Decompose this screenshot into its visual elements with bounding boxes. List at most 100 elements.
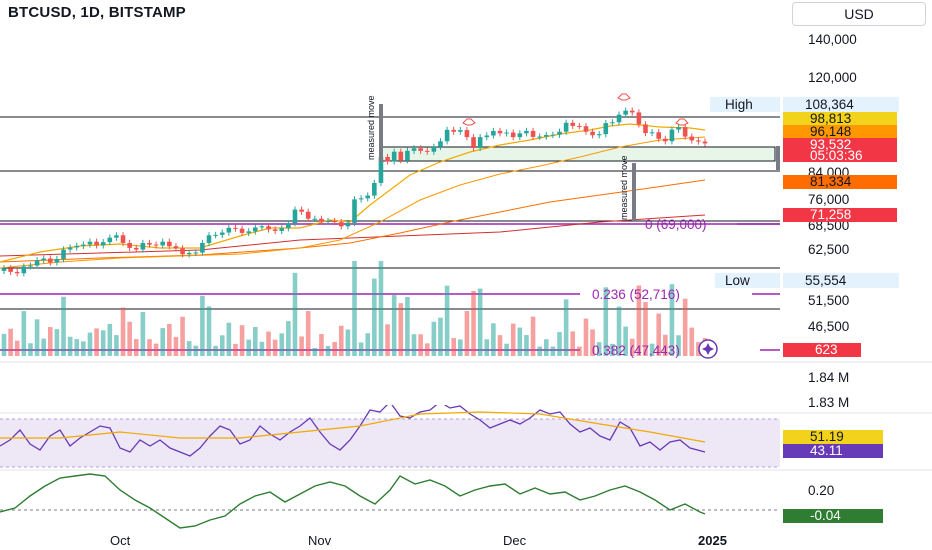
candle-body[interactable] — [332, 220, 337, 223]
candle-body[interactable] — [61, 249, 66, 259]
candle-body[interactable] — [629, 110, 635, 113]
time-axis[interactable]: Oct Nov Dec 2025 — [110, 533, 727, 548]
candle-body[interactable] — [14, 271, 20, 274]
candle-body[interactable] — [643, 124, 648, 134]
candle-body[interactable] — [603, 123, 609, 135]
currency-button[interactable]: USD — [792, 2, 926, 26]
candle-body[interactable] — [100, 242, 106, 246]
candle-body[interactable] — [180, 248, 185, 255]
candle-body[interactable] — [537, 136, 542, 138]
candle-body[interactable] — [352, 199, 357, 223]
candle-body[interactable] — [557, 131, 562, 135]
candle-body[interactable] — [477, 137, 483, 148]
candle-body[interactable] — [213, 234, 218, 236]
candle-body[interactable] — [114, 235, 119, 238]
candle-body[interactable] — [358, 198, 364, 200]
candle-body[interactable] — [596, 134, 602, 136]
candle-body[interactable] — [702, 141, 708, 144]
candle-body[interactable] — [385, 156, 390, 162]
candle-body[interactable] — [484, 135, 490, 138]
candle-body[interactable] — [206, 235, 212, 243]
candle-body[interactable] — [200, 242, 205, 253]
horizontal-levels[interactable] — [0, 116, 780, 310]
candle-body[interactable] — [233, 227, 238, 229]
candle-body[interactable] — [259, 226, 265, 228]
candle-body[interactable] — [669, 129, 675, 142]
candle-body[interactable] — [47, 258, 53, 263]
candle-body[interactable] — [186, 252, 192, 255]
candle-body[interactable] — [530, 130, 536, 137]
candle-body[interactable] — [510, 132, 516, 138]
candle-body[interactable] — [365, 195, 371, 199]
candle-body[interactable] — [405, 150, 410, 161]
candle-body[interactable] — [583, 126, 589, 132]
measured-move-1[interactable]: measured move — [366, 95, 383, 162]
candle-body[interactable] — [127, 242, 132, 248]
candle-body[interactable] — [153, 244, 159, 246]
candle-body[interactable] — [471, 137, 476, 148]
candle-body[interactable] — [616, 114, 622, 123]
candle-body[interactable] — [160, 241, 166, 246]
rsi-pane[interactable] — [0, 402, 780, 468]
osc-tag[interactable]: -0.04 — [783, 508, 883, 523]
candle-body[interactable] — [193, 252, 199, 254]
candle-body[interactable] — [167, 241, 172, 247]
candle-body[interactable] — [173, 246, 179, 249]
last-price-tag[interactable]: 93,532 05:03:36 — [783, 137, 897, 163]
candle-body[interactable] — [418, 148, 423, 151]
candle-body[interactable] — [378, 156, 384, 183]
candle-body[interactable] — [577, 125, 582, 127]
candle-body[interactable] — [431, 146, 437, 152]
candle-body[interactable] — [689, 136, 695, 141]
low-tag[interactable]: Low 55,554 — [715, 273, 899, 288]
candle-body[interactable] — [438, 141, 443, 147]
candle-body[interactable] — [663, 138, 668, 142]
candle-body[interactable] — [34, 260, 40, 266]
candle-body[interactable] — [140, 242, 146, 250]
candle-body[interactable] — [120, 235, 126, 243]
candle-body[interactable] — [623, 110, 628, 115]
candle-body[interactable] — [345, 222, 351, 227]
candle-body[interactable] — [543, 134, 549, 137]
candle-body[interactable] — [246, 231, 251, 233]
candle-body[interactable] — [219, 232, 225, 235]
candle-body[interactable] — [319, 218, 324, 222]
candle-body[interactable] — [649, 132, 655, 134]
rsi1-tag[interactable]: 51.19 — [783, 429, 883, 444]
candle-body[interactable] — [107, 237, 113, 243]
candle-body[interactable] — [292, 209, 298, 224]
high-tag[interactable]: High 108,364 — [710, 97, 899, 112]
candle-body[interactable] — [563, 122, 569, 132]
candle-body[interactable] — [517, 133, 523, 138]
level1-tag[interactable]: 81,334 — [783, 174, 897, 189]
candle-body[interactable] — [325, 220, 331, 222]
ma2-tag[interactable]: 96,148 — [783, 124, 897, 139]
candle-body[interactable] — [226, 227, 232, 233]
candle-body[interactable] — [133, 247, 139, 250]
candle-body[interactable] — [305, 211, 311, 219]
candle-body[interactable] — [41, 258, 46, 261]
volume-tag[interactable]: 623 — [783, 342, 861, 357]
candle-body[interactable] — [504, 132, 509, 134]
candle-body[interactable] — [147, 242, 152, 245]
candle-body[interactable] — [636, 112, 642, 125]
candle-body[interactable] — [28, 265, 33, 267]
candle-body[interactable] — [464, 130, 470, 138]
candle-body[interactable] — [279, 228, 285, 231]
candle-body[interactable] — [424, 150, 430, 152]
candle-body[interactable] — [550, 134, 556, 136]
candle-body[interactable] — [458, 130, 463, 132]
candle-body[interactable] — [590, 131, 595, 136]
measured-move-2[interactable]: measured move — [619, 155, 636, 221]
candle-body[interactable] — [8, 268, 13, 272]
candle-body[interactable] — [266, 226, 271, 230]
rsi2-tag[interactable]: 43.11 — [783, 443, 883, 458]
candles[interactable] — [1, 107, 708, 277]
candle-body[interactable] — [272, 229, 278, 231]
candle-body[interactable] — [21, 266, 27, 274]
candle-body[interactable] — [570, 122, 576, 126]
candle-body[interactable] — [312, 218, 318, 220]
candle-body[interactable] — [444, 129, 450, 142]
candle-body[interactable] — [74, 245, 80, 248]
candle-body[interactable] — [696, 140, 701, 142]
